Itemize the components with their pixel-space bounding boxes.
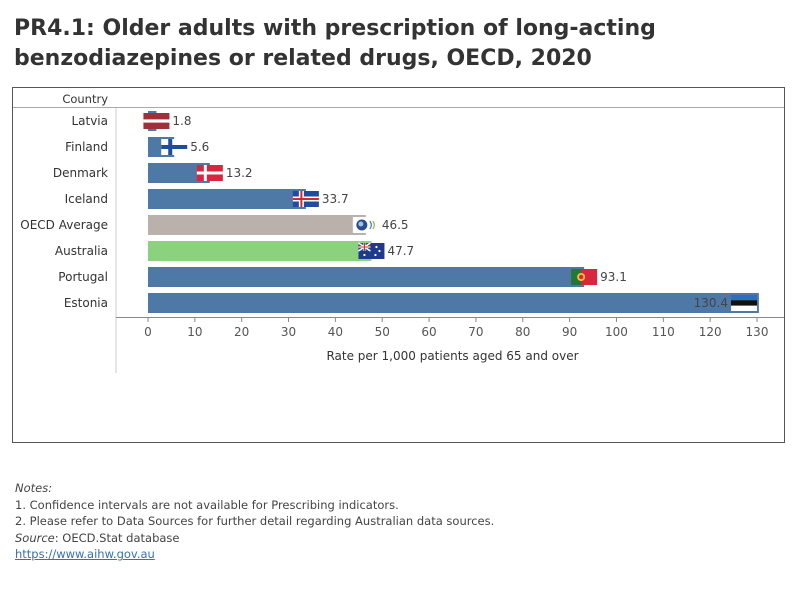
finland-flag [161, 139, 188, 155]
portugal-flag [571, 269, 598, 285]
x-tick-label-50: 50 [375, 325, 390, 339]
category-label-australia: Australia [55, 244, 108, 258]
oecd-logo [352, 217, 379, 233]
x-tick-label-60: 60 [421, 325, 436, 339]
x-tick-label-110: 110 [652, 325, 675, 339]
chart-frame: Country Latvia 1.8 Finland 5.6 Denmark 13.2 Ice… [12, 87, 785, 443]
x-tick-label-20: 20 [234, 325, 249, 339]
x-tick-label-10: 10 [187, 325, 202, 339]
value-label-iceland: 33.7 [322, 192, 349, 206]
bar-chart: Country Latvia 1.8 Finland 5.6 Denmark 13.2 Ice… [13, 92, 784, 373]
value-label-oecd-average: 46.5 [382, 218, 409, 232]
australia-flag [358, 242, 385, 259]
x-axis-title: Rate per 1,000 patients aged 65 and over [326, 349, 578, 363]
category-label-portugal: Portugal [58, 270, 108, 284]
title-line-2: benzodiazepines or related drugs, OECD, … [14, 46, 592, 71]
source-line: Source: OECD.Stat database [15, 530, 494, 547]
x-tick-label-100: 100 [605, 325, 628, 339]
value-label-portugal: 93.1 [600, 270, 627, 284]
category-label-iceland: Iceland [65, 192, 108, 206]
category-label-latvia: Latvia [71, 114, 108, 128]
page-title: PR4.1: Older adults with prescription of… [14, 14, 714, 74]
value-label-australia: 47.7 [387, 244, 414, 258]
category-label-oecd-average: OECD Average [20, 218, 108, 232]
bar-denmark [148, 163, 210, 183]
bar-iceland [148, 189, 306, 209]
source-label: Source [15, 530, 55, 545]
value-label-finland: 5.6 [190, 140, 209, 154]
x-tick-label-80: 80 [515, 325, 530, 339]
iceland-flag [292, 191, 319, 207]
bar-portugal [148, 267, 585, 287]
title-line-1: PR4.1: Older adults with prescription of… [14, 16, 656, 41]
x-tick-label-30: 30 [281, 325, 296, 339]
note-1: 1. Confidence intervals are not availabl… [15, 497, 399, 512]
notes-block: Notes: 1. Confidence intervals are not a… [15, 480, 494, 563]
notes-heading: Notes: [15, 481, 53, 495]
category-label-estonia: Estonia [64, 296, 108, 310]
value-label-denmark: 13.2 [226, 166, 253, 180]
x-tick-label-90: 90 [562, 325, 577, 339]
bar-australia [148, 241, 372, 261]
bar-oecd-average [148, 215, 366, 235]
x-tick-label-130: 130 [746, 325, 769, 339]
row-header: Country [62, 92, 108, 106]
x-tick-label-40: 40 [328, 325, 343, 339]
x-tick-label-0: 0 [144, 325, 152, 339]
website-link[interactable]: https://www.aihw.gov.au [15, 547, 155, 562]
x-tick-label-120: 120 [699, 325, 722, 339]
value-label-latvia: 1.8 [172, 114, 191, 128]
denmark-flag [196, 165, 223, 181]
source-text: : OECD.Stat database [54, 530, 180, 545]
x-tick-label-70: 70 [468, 325, 483, 339]
category-label-denmark: Denmark [53, 166, 108, 180]
category-label-finland: Finland [65, 140, 108, 154]
note-2: 2. Please refer to Data Sources for furt… [15, 514, 495, 529]
bar-estonia [148, 293, 759, 313]
latvia-flag [143, 113, 170, 129]
value-label-estonia: 130.4 [694, 296, 728, 310]
estonia-flag [731, 295, 757, 311]
